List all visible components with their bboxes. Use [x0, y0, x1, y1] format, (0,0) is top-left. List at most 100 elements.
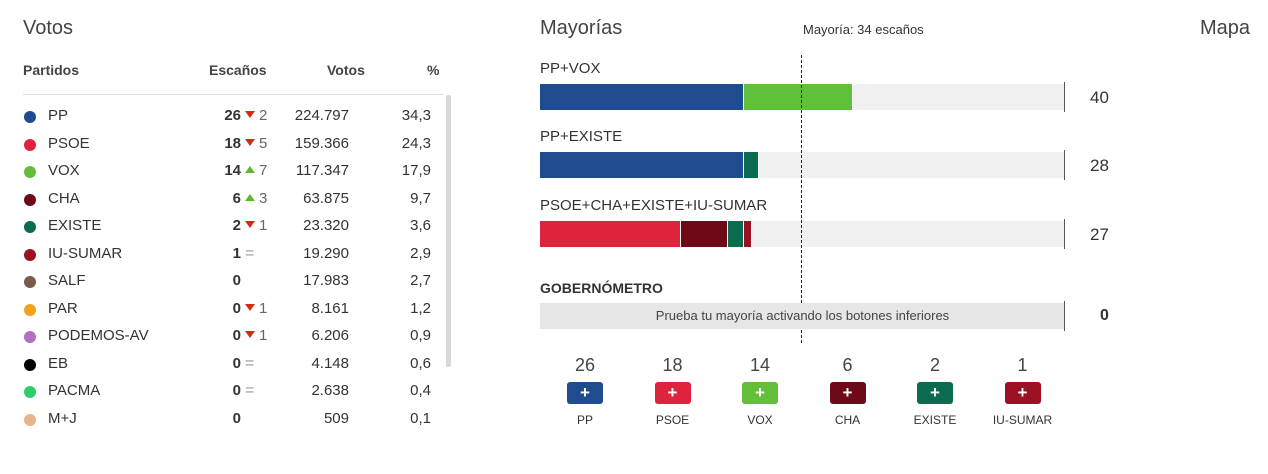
coalition-end-line	[1064, 150, 1065, 180]
add-party-button[interactable]: +	[829, 382, 866, 404]
mayorias-title: Mayorías	[540, 17, 623, 39]
party-name: PSOE	[48, 134, 90, 152]
party-seats: 0	[232, 382, 241, 399]
arrow-down-icon	[245, 331, 255, 338]
party-votes: 63.875	[303, 189, 349, 207]
party-pct: 17,9	[401, 162, 431, 179]
header-pct: %	[427, 62, 440, 78]
coalition-label: PP+VOX	[540, 60, 601, 77]
party-pct: 2,7	[410, 272, 431, 289]
add-party-button[interactable]: +	[917, 382, 953, 404]
party-seats: 0	[232, 354, 241, 372]
toggle-seats: 6	[842, 355, 853, 375]
party-color-dot	[24, 413, 36, 426]
seat-change: 2	[259, 107, 268, 124]
toggle-party-name: CHA	[834, 413, 861, 427]
party-toggle: 18 + PSOE	[628, 355, 718, 427]
party-votes: 117.347	[295, 162, 349, 179]
party-row: PODEMOS-AV 0 1 6.206 0,9	[23, 323, 443, 351]
coalition-bar	[540, 152, 1065, 178]
party-name: EB	[48, 354, 69, 372]
majority-line	[801, 55, 802, 343]
add-party-button[interactable]: +	[742, 382, 778, 404]
seat-change: 1	[259, 217, 268, 234]
toggle-party-name: PSOE	[655, 413, 690, 427]
party-name: VOX	[48, 162, 80, 179]
seat-change-cell: 3	[245, 190, 305, 207]
party-name: CHA	[48, 189, 80, 207]
party-color-dot	[24, 111, 36, 123]
seat-change: 3	[259, 189, 268, 207]
toggle-party-name: IU-SUMAR	[992, 413, 1053, 427]
toggle-seats: 14	[749, 355, 771, 375]
party-toggle: 2 + EXISTE	[890, 355, 980, 427]
party-seats: 18	[224, 134, 241, 152]
party-votes: 2.638	[311, 382, 349, 399]
gobernometro-title: GOBERNÓMETRO	[540, 280, 663, 296]
coalition-segment	[743, 221, 752, 247]
arrow-down-icon	[245, 111, 255, 118]
party-row: PP 26 2 224.797 34,3	[23, 103, 443, 131]
gobernometro-end-line	[1064, 301, 1065, 331]
party-pct: 0,9	[410, 327, 431, 344]
party-color-dot	[24, 386, 36, 398]
votes-scrollbar[interactable]	[446, 95, 451, 367]
party-row: IU-SUMAR 1 = 19.290 2,9	[23, 241, 443, 269]
party-seats: 1	[232, 244, 241, 262]
gobernometro-total: 0	[1100, 307, 1109, 324]
coalition-label: PP+EXISTE	[540, 128, 623, 145]
party-pct: 34,3	[401, 107, 431, 124]
arrow-up-icon	[245, 193, 255, 201]
votes-list: PP 26 2 224.797 34,3 PSOE 18 5 159.366 24,3 VOX 14 7…	[23, 103, 443, 433]
party-color-dot	[24, 193, 36, 206]
party-name: EXISTE	[48, 217, 102, 234]
party-row: PSOE 18 5 159.366 24,3	[23, 131, 443, 159]
party-votes: 4.148	[311, 354, 349, 372]
coalition-segment	[540, 221, 682, 247]
party-color-dot	[24, 138, 36, 151]
party-votes: 6.206	[311, 327, 349, 344]
add-party-button[interactable]: +	[1004, 382, 1041, 404]
party-row: PAR 0 1 8.161 1,2	[23, 296, 443, 324]
seat-change: 1	[259, 299, 268, 317]
seat-change-cell: 7	[245, 162, 305, 179]
coalition-total: 27	[1090, 225, 1109, 244]
party-pct: 1,2	[410, 299, 431, 317]
party-row: SALF 0 17.983 2,7	[23, 268, 443, 296]
party-toggles: 26 + PP 18 + PSOE 14 + VOX 6 + CHA 2 + EXISTE 1 + IU-SUMA…	[540, 355, 1070, 435]
party-votes: 509	[323, 409, 349, 427]
party-name: SALF	[48, 272, 86, 289]
toggle-party-name: EXISTE	[913, 413, 957, 427]
add-party-button[interactable]: +	[567, 382, 603, 404]
party-seats: 26	[224, 107, 241, 124]
coalition-label: PSOE+CHA+EXISTE+IU-SUMAR	[540, 197, 768, 214]
coalition-segment	[681, 221, 729, 247]
arrow-down-icon	[245, 303, 255, 311]
party-name: M+J	[48, 409, 77, 427]
party-seats: 2	[232, 217, 241, 234]
party-color-dot	[24, 276, 36, 288]
party-row: M+J 0 509 0,1	[23, 406, 443, 434]
party-votes: 8.161	[311, 299, 349, 317]
votes-table-header: Partidos Escaños Votos %	[23, 62, 443, 95]
coalition-bar	[540, 221, 1065, 247]
party-row: PACMA 0 = 2.638 0,4	[23, 378, 443, 406]
party-name: IU-SUMAR	[48, 244, 123, 262]
coalition-segment	[540, 152, 744, 178]
mapa-tab[interactable]: Mapa	[1200, 17, 1251, 39]
party-row: CHA 6 3 63.875 9,7	[23, 186, 443, 214]
party-color-dot	[24, 248, 36, 261]
party-votes: 159.366	[294, 134, 349, 152]
party-seats: 0	[232, 272, 241, 289]
party-seats: 6	[232, 189, 241, 207]
party-pct: 0,1	[410, 409, 431, 427]
arrow-down-icon	[245, 138, 255, 146]
party-seats: 0	[232, 327, 241, 344]
equal-icon: =	[245, 382, 255, 399]
seat-change: 1	[259, 327, 268, 344]
add-party-button[interactable]: +	[654, 382, 691, 404]
toggle-seats: 1	[1017, 355, 1028, 375]
coalition-total: 28	[1090, 156, 1109, 175]
party-seats: 14	[224, 162, 241, 179]
toggle-seats: 2	[929, 355, 940, 375]
